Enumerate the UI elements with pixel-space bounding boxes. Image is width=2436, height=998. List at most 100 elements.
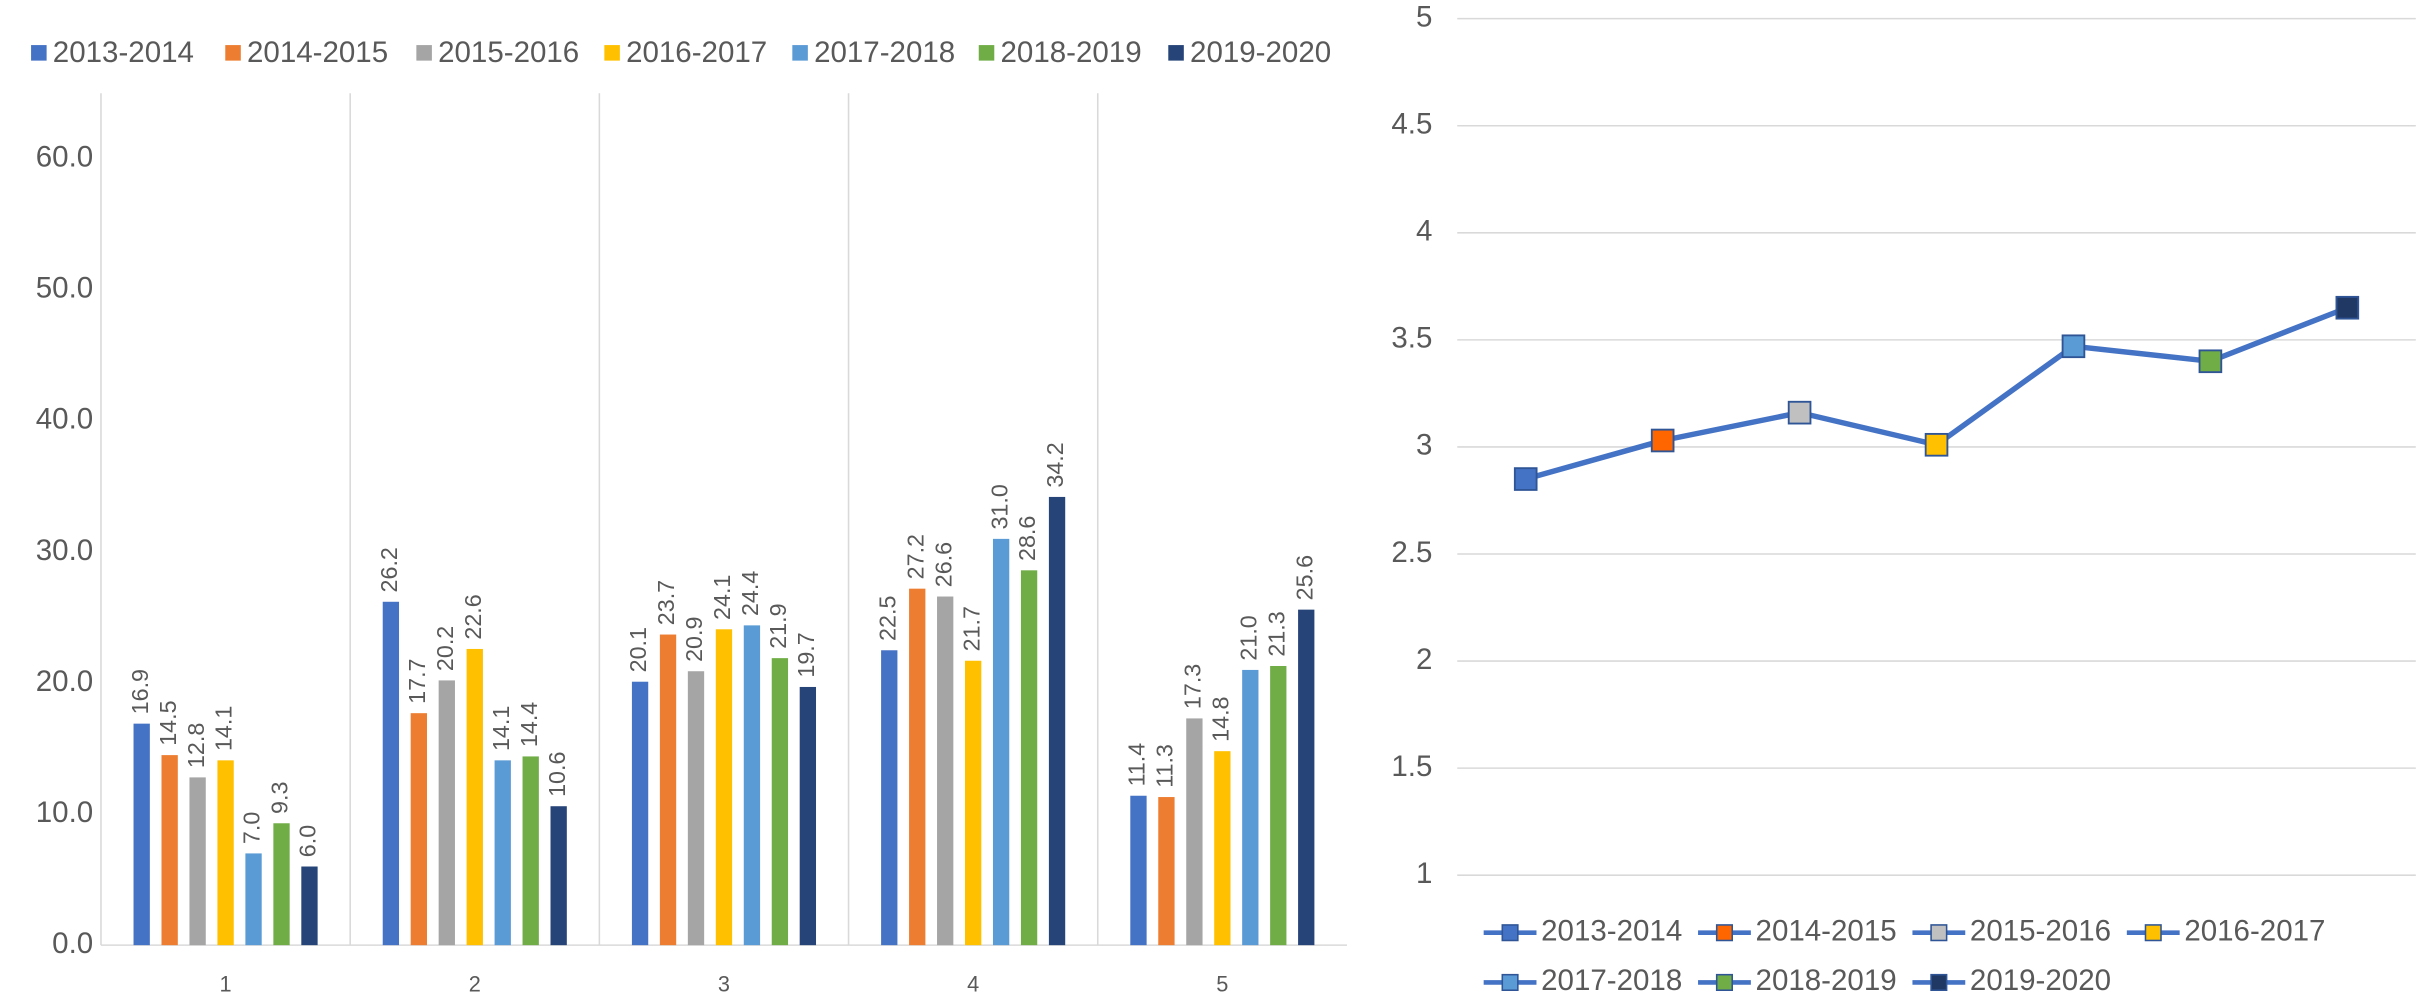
- data-label: 21.0: [1235, 615, 1261, 660]
- bar: [715, 629, 733, 946]
- legend-label: 2013-2014: [53, 36, 194, 69]
- data-label: 20.9: [681, 617, 707, 662]
- bar: [382, 601, 400, 946]
- legend-label: 2018-2019: [1001, 36, 1142, 69]
- bar: [245, 853, 262, 946]
- bar: [1048, 496, 1066, 946]
- marker: [2061, 334, 2086, 359]
- bar: [1298, 609, 1315, 946]
- y-tick-label: 1: [1416, 857, 1432, 890]
- data-label: 14.5: [155, 700, 181, 745]
- bar: [631, 681, 649, 946]
- legend-marker: [1930, 973, 1948, 992]
- legend-swatch: [978, 45, 995, 61]
- y-tick-label: 40.0: [36, 403, 93, 436]
- bar: [909, 588, 926, 946]
- x-tick-label: 1: [220, 971, 232, 996]
- bar: [687, 671, 705, 946]
- x-tick-label: 4: [967, 971, 979, 996]
- legend-marker: [1715, 973, 1734, 992]
- bar: [743, 625, 761, 946]
- marker: [1787, 400, 1812, 425]
- data-label: 24.4: [737, 571, 763, 616]
- bar: [189, 777, 206, 946]
- data-label: 14.8: [1208, 696, 1234, 741]
- legend-label: 2018-2019: [1756, 964, 1897, 997]
- bar: [494, 760, 511, 946]
- marker: [1924, 432, 1949, 457]
- y-tick-label: 10.0: [36, 796, 93, 829]
- data-label: 11.3: [1152, 744, 1178, 788]
- data-label: 12.8: [183, 723, 209, 768]
- x-tick-label: 2: [469, 971, 481, 996]
- legend-label: 2016-2017: [626, 36, 767, 69]
- data-label: 14.1: [211, 706, 237, 751]
- marker: [2198, 349, 2223, 374]
- y-tick-label: 4.5: [1391, 108, 1432, 141]
- bar: [1242, 669, 1259, 946]
- bar: [799, 686, 817, 946]
- data-label: 22.5: [874, 596, 900, 641]
- legend-marker: [1501, 973, 1519, 992]
- legend-swatch: [31, 45, 47, 61]
- data-label: 27.2: [902, 534, 928, 579]
- data-label: 6.0: [295, 825, 321, 857]
- data-label: 22.6: [460, 594, 486, 639]
- bar: [937, 596, 954, 946]
- y-tick-label: 5: [1416, 0, 1432, 33]
- data-label: 34.2: [1042, 442, 1068, 487]
- bar: [881, 650, 898, 946]
- legend-label: 2015-2016: [1970, 915, 2111, 948]
- x-tick-label: 3: [718, 971, 730, 996]
- bar: [273, 823, 290, 946]
- bar: [1186, 718, 1203, 946]
- legend-label: 2017-2018: [1541, 964, 1682, 997]
- y-tick-label: 50.0: [36, 272, 93, 305]
- legend-label: 2015-2016: [438, 36, 579, 69]
- bar: [1270, 665, 1287, 946]
- data-label: 14.4: [516, 702, 542, 747]
- data-label: 23.7: [653, 580, 679, 625]
- marker: [1650, 428, 1675, 453]
- y-tick-label: 2.5: [1391, 536, 1432, 569]
- data-label: 21.9: [765, 603, 791, 648]
- data-label: 24.1: [709, 575, 735, 620]
- data-label: 11.4: [1124, 743, 1150, 787]
- data-label: 19.7: [793, 632, 819, 677]
- x-tick-label: 5: [1216, 971, 1228, 996]
- marker: [1513, 467, 1538, 491]
- legend-label: 2016-2017: [2184, 915, 2325, 948]
- data-label: 10.6: [544, 752, 570, 797]
- y-tick-label: 60.0: [36, 141, 93, 174]
- data-label: 16.9: [127, 669, 153, 714]
- bar: [438, 680, 455, 946]
- data-label: 21.3: [1263, 611, 1289, 656]
- data-label: 25.6: [1291, 555, 1317, 600]
- bar: [1158, 797, 1175, 946]
- legend-marker: [1715, 924, 1734, 942]
- bar: [965, 660, 982, 946]
- bar: [1020, 570, 1038, 946]
- y-tick-label: 0.0: [52, 927, 93, 960]
- y-tick-label: 1.5: [1391, 750, 1432, 783]
- marker: [2335, 295, 2360, 320]
- legend-marker: [1501, 924, 1519, 942]
- legend-label: 2019-2020: [1970, 964, 2111, 997]
- bar: [522, 756, 539, 946]
- legend-marker: [2144, 924, 2162, 942]
- bar: [217, 760, 234, 946]
- legend-swatch: [225, 45, 241, 61]
- data-label: 20.2: [432, 626, 458, 671]
- y-tick-label: 30.0: [36, 534, 93, 567]
- bar: [992, 538, 1010, 946]
- legend-swatch: [604, 45, 620, 61]
- bar: [550, 806, 567, 946]
- y-tick-label: 3.5: [1391, 322, 1432, 355]
- legend-label: 2014-2015: [1756, 915, 1897, 948]
- bar: [301, 866, 318, 946]
- data-label: 21.7: [958, 606, 984, 651]
- bar: [659, 634, 677, 946]
- bar: [161, 755, 178, 946]
